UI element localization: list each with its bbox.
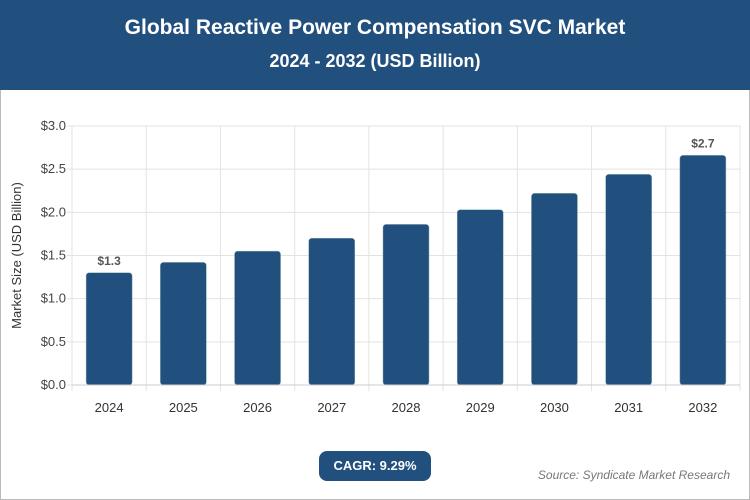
x-tick-label: 2030 [540, 400, 569, 415]
x-tick-label: 2024 [95, 400, 124, 415]
cagr-badge: CAGR: 9.29% [319, 451, 431, 481]
bar-2030 [531, 193, 578, 386]
x-tick-label: 2025 [169, 400, 198, 415]
bar-2025 [160, 262, 207, 386]
bar-2026 [234, 250, 281, 386]
y-axis-label: Market Size (USD Billion) [9, 182, 24, 329]
y-tick-label: $0.5 [41, 334, 66, 349]
x-tick-label: 2032 [688, 400, 717, 415]
x-tick-label: 2027 [317, 400, 346, 415]
bar-2031 [605, 174, 652, 386]
data-label: $2.7 [691, 136, 715, 150]
bar-2028 [382, 224, 430, 386]
x-tick-label: 2028 [392, 400, 421, 415]
y-tick-label: $0.0 [41, 377, 66, 392]
y-tick-label: $2.5 [41, 161, 66, 176]
y-tick-label: $1.0 [41, 291, 66, 306]
bar-2029 [456, 209, 504, 386]
y-tick-label: $3.0 [41, 118, 66, 133]
y-tick-label: $1.5 [41, 248, 66, 263]
chart-header: Global Reactive Power Compensation SVC M… [0, 0, 750, 90]
data-label: $1.3 [97, 254, 121, 268]
bar-2027 [308, 237, 356, 386]
x-tick-label: 2029 [466, 400, 495, 415]
bar-2032 [679, 155, 727, 386]
bar-2024 [85, 272, 133, 386]
chart-title: Global Reactive Power Compensation SVC M… [124, 16, 626, 39]
x-tick-label: 2031 [614, 400, 643, 415]
chart-subtitle: 2024 - 2032 (USD Billion) [269, 51, 481, 71]
source-note: Source: Syndicate Market Research [537, 468, 730, 482]
y-tick-label: $2.0 [41, 204, 66, 219]
x-tick-label: 2026 [243, 400, 272, 415]
